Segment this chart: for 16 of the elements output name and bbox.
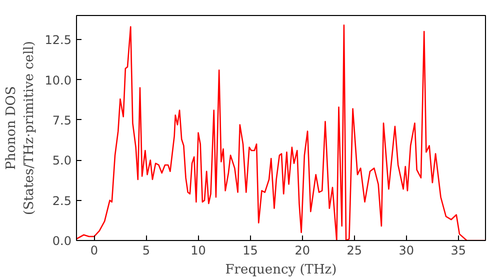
x-tick-label: 0 — [90, 244, 98, 258]
y-tick-label: 2.5 — [52, 194, 72, 208]
x-tick-label: 15 — [242, 244, 258, 258]
y-axis-title: Phonon DOS (States/THz·primitive cell) — [4, 40, 37, 215]
x-tick-label: 25 — [346, 244, 362, 258]
y-tick-label: 10.0 — [44, 73, 72, 88]
x-tick-label: 30 — [398, 244, 414, 258]
y-tick-label: 7.5 — [52, 113, 72, 128]
y-tick-label: 12.5 — [44, 33, 72, 48]
x-axis-title: Frequency (THz) — [225, 262, 337, 278]
y-tick-label: 5.0 — [52, 154, 72, 168]
y-tick-label: 0.0 — [52, 234, 72, 248]
x-tick-label: 10 — [190, 244, 206, 258]
x-tick-label: 35 — [450, 244, 466, 258]
x-tick-label: 20 — [294, 244, 310, 258]
x-tick-label: 5 — [142, 244, 150, 258]
